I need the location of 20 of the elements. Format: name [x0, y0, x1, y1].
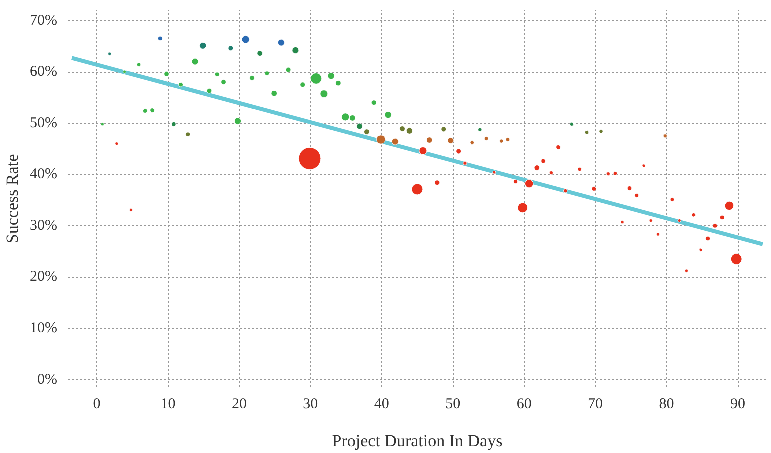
y-tick-label: 60% — [30, 64, 58, 80]
x-tick-label: 60 — [516, 396, 532, 412]
x-tick-label: 80 — [659, 396, 674, 412]
y-tick-label: 0% — [38, 372, 58, 388]
x-tick-label: 10 — [160, 396, 176, 412]
x-tick-label: 30 — [303, 396, 318, 412]
x-tick-label: 0 — [93, 396, 101, 412]
x-tick-label: 40 — [374, 396, 390, 412]
y-tick-label: 70% — [30, 12, 58, 29]
y-tick-label: 10% — [30, 320, 58, 337]
x-tick-label: 20 — [232, 396, 247, 412]
y-axis-title: Success Rate — [3, 154, 22, 244]
y-tick-label: 40% — [30, 166, 58, 183]
y-tick-label: 20% — [30, 269, 58, 286]
x-tick-label: 90 — [730, 396, 746, 412]
x-tick-label: 50 — [446, 396, 461, 412]
x-tick-label: 70 — [588, 396, 604, 412]
y-tick-label: 30% — [30, 218, 58, 234]
x-axis-title: Project Duration In Days — [332, 432, 503, 450]
y-tick-label: 50% — [30, 115, 58, 132]
